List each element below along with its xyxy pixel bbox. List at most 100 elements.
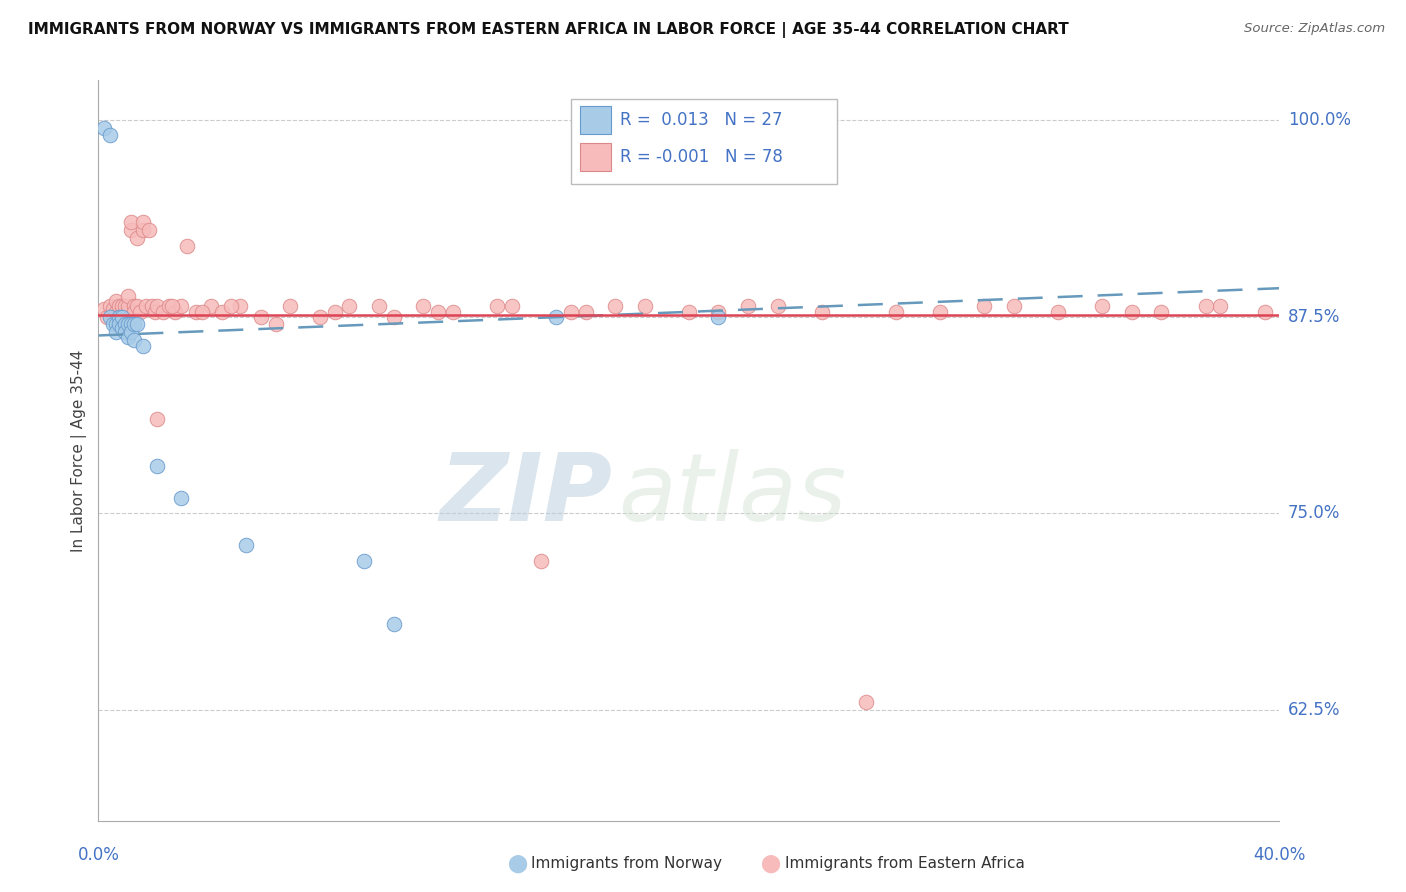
- Point: [737, 299, 759, 313]
- Y-axis label: In Labor Force | Age 35-44: In Labor Force | Age 35-44: [72, 350, 87, 551]
- Point: [132, 223, 155, 237]
- Point: [486, 299, 509, 313]
- Point: [103, 318, 125, 332]
- Point: [105, 293, 128, 308]
- Point: [146, 299, 169, 313]
- Point: [93, 120, 115, 135]
- Point: [170, 491, 193, 505]
- Point: [103, 310, 125, 324]
- Point: [120, 223, 142, 237]
- Point: [530, 554, 553, 568]
- Point: [138, 223, 160, 237]
- Point: [546, 310, 568, 324]
- Point: [264, 318, 287, 332]
- Point: [353, 554, 375, 568]
- Text: Source: ZipAtlas.com: Source: ZipAtlas.com: [1244, 22, 1385, 36]
- Point: [108, 310, 131, 324]
- Point: [309, 310, 332, 324]
- Text: 87.5%: 87.5%: [1288, 308, 1340, 326]
- Point: [1254, 305, 1277, 319]
- Point: [1150, 305, 1173, 319]
- Text: atlas: atlas: [619, 450, 846, 541]
- Point: [427, 305, 450, 319]
- Point: [122, 318, 145, 332]
- Text: 0.0%: 0.0%: [77, 846, 120, 863]
- Point: [441, 305, 464, 319]
- Point: [117, 289, 139, 303]
- Point: [170, 299, 193, 313]
- Point: [229, 299, 252, 313]
- Point: [125, 299, 148, 313]
- Point: [146, 412, 169, 426]
- Point: [143, 305, 166, 319]
- Point: [120, 215, 142, 229]
- Point: [1209, 299, 1232, 313]
- Point: [211, 305, 233, 319]
- Point: [575, 305, 598, 319]
- Text: Immigrants from Norway: Immigrants from Norway: [531, 856, 723, 871]
- Point: [1002, 299, 1025, 313]
- Point: [152, 305, 174, 319]
- Point: [146, 459, 169, 474]
- Point: [323, 305, 346, 319]
- Point: [117, 305, 139, 319]
- Text: 75.0%: 75.0%: [1288, 505, 1340, 523]
- Point: [1195, 299, 1218, 313]
- Point: [412, 299, 434, 313]
- Point: [111, 320, 134, 334]
- Point: [165, 305, 187, 319]
- Point: [125, 318, 148, 332]
- Point: [105, 318, 128, 332]
- Point: [884, 305, 907, 319]
- Point: [678, 305, 700, 319]
- Point: [111, 299, 134, 313]
- Point: [1091, 299, 1114, 313]
- Point: [191, 305, 214, 319]
- Point: [105, 326, 128, 340]
- Point: [855, 696, 877, 710]
- Text: 62.5%: 62.5%: [1288, 701, 1340, 719]
- Point: [105, 305, 128, 319]
- Point: [122, 305, 145, 319]
- Point: [117, 330, 139, 344]
- Point: [132, 215, 155, 229]
- Point: [707, 305, 730, 319]
- Point: [122, 333, 145, 347]
- Point: [93, 301, 115, 316]
- Point: [111, 305, 134, 319]
- Point: [117, 299, 139, 313]
- Point: [114, 299, 136, 313]
- Point: [382, 310, 405, 324]
- Point: [162, 299, 183, 313]
- Point: [120, 318, 142, 332]
- Point: [98, 310, 121, 324]
- Point: [973, 299, 995, 313]
- Point: [132, 339, 155, 353]
- Point: [280, 299, 302, 313]
- Point: [120, 326, 142, 340]
- Point: [176, 238, 198, 252]
- Point: [141, 299, 163, 313]
- Point: [135, 299, 157, 313]
- Point: [560, 305, 582, 319]
- Point: [125, 231, 148, 245]
- Point: [114, 310, 136, 324]
- Point: [382, 616, 405, 631]
- Point: [250, 310, 273, 324]
- Point: [98, 299, 121, 313]
- Point: [1046, 305, 1070, 319]
- Point: [766, 299, 789, 313]
- Point: [108, 318, 131, 332]
- Point: [605, 299, 627, 313]
- Text: R =  0.013   N = 27: R = 0.013 N = 27: [620, 111, 783, 128]
- Point: [117, 318, 139, 332]
- Point: [235, 538, 257, 552]
- Point: [184, 305, 207, 319]
- Text: Immigrants from Eastern Africa: Immigrants from Eastern Africa: [785, 856, 1025, 871]
- Text: ⬤: ⬤: [508, 855, 527, 872]
- Point: [221, 299, 243, 313]
- Text: 100.0%: 100.0%: [1288, 111, 1351, 128]
- Point: [114, 326, 136, 340]
- Point: [1121, 305, 1143, 319]
- Point: [114, 318, 136, 332]
